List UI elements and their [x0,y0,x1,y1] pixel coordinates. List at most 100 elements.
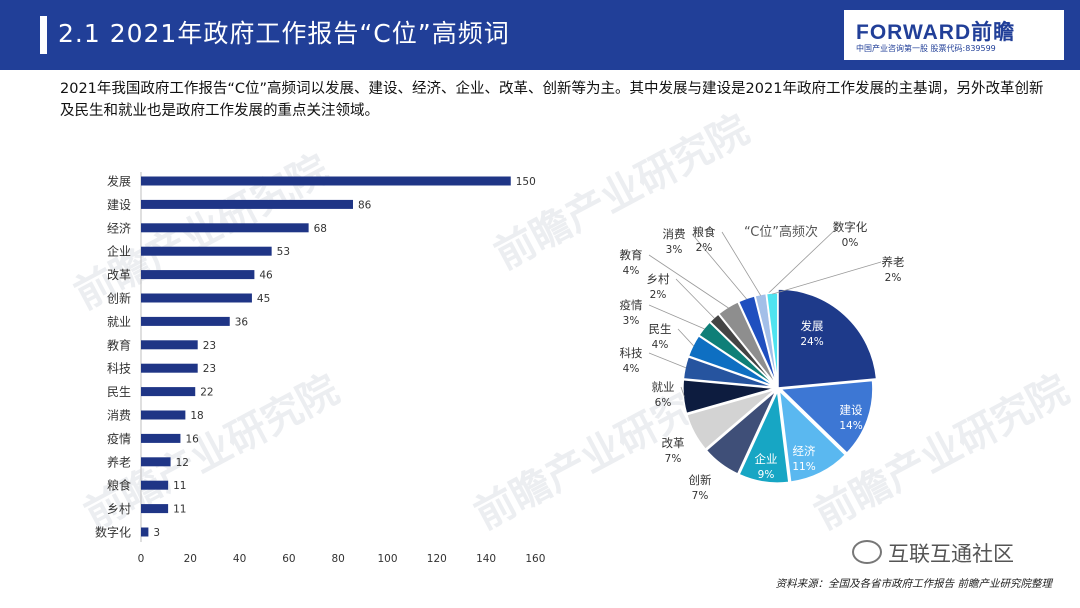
pie-leader-line [648,304,705,330]
bar-创新 [141,293,252,303]
pie-slice-就业 [682,378,776,415]
bar-value-label: 46 [259,270,273,282]
pie-slice-养老 [765,292,779,386]
bar-消费 [141,410,186,420]
pie-label: 养老 [882,255,905,269]
bar-value-label: 11 [173,504,186,516]
x-tick-label: 0 [138,553,145,565]
pie-label: 企业 [755,452,778,466]
pie-label: 创新 [689,473,712,487]
pie-label: 粮食 [693,225,716,239]
brand-logo-box: FORWARD前瞻 中国产业咨询第一股 股票代码:839599 [844,10,1064,60]
wechat-mark: 互联互通社区 [852,538,1014,568]
bar-改革 [141,270,255,280]
pie-label: 改革 [662,436,685,450]
bar-category-label: 就业 [107,315,131,329]
bar-企业 [141,246,272,256]
pie-leader-line [772,261,882,295]
pie-slice-改革 [685,388,776,451]
pie-label: 数字化 [833,220,868,234]
bar-category-label: 企业 [107,244,131,259]
pie-label: 乡村 [647,272,670,286]
header-accent [40,16,47,54]
bar-养老 [141,457,171,467]
pie-leader-line [680,386,685,397]
wechat-icon [852,540,882,564]
pie-pct-label: 3% [666,244,683,256]
brand-subtitle: 中国产业咨询第一股 股票代码:839599 [856,44,996,53]
pie-label: 就业 [652,380,675,394]
bar-发展 [141,176,511,186]
pie-pct-label: 2% [650,289,667,301]
bar-疫情 [141,433,181,443]
bar-value-label: 36 [235,316,249,328]
pie-pct-label: 4% [623,363,640,375]
pie-leader-line [648,254,729,309]
pie-label: 疫情 [620,298,643,312]
bar-value-label: 18 [190,410,203,422]
bar-category-label: 改革 [107,268,131,282]
pie-pct-label: 6% [655,397,672,409]
bar-category-label: 乡村 [107,502,131,516]
bar-value-label: 45 [257,293,270,305]
bar-value-label: 23 [203,340,216,352]
bar-category-label: 建设 [107,198,131,212]
pie-label: 民生 [649,322,672,336]
pie-pct-label: 2% [885,272,902,284]
pie-pct-label: 9% [758,469,775,481]
x-tick-label: 20 [184,553,197,565]
bar-value-label: 86 [358,199,372,211]
pie-pct-label: 7% [692,490,709,502]
bar-乡村 [141,504,169,514]
pie-label: 经济 [793,444,816,458]
bar-value-label: 11 [173,480,186,492]
wechat-name: 互联互通社区 [888,542,1014,566]
pie-label: 建设 [840,403,863,417]
pie-leader-line [675,278,715,319]
pie-label: 科技 [620,346,643,360]
bar-value-label: 3 [153,527,160,539]
bar-category-label: 消费 [107,409,131,423]
pie-leader-line [677,328,695,347]
intro-text: 2021年我国政府工作报告“C位”高频词以发展、建设、经济、企业、改革、创新等为… [60,81,1044,119]
bar-数字化 [141,527,149,537]
bar-category-label: 养老 [107,454,131,469]
pie-pct-label: 3% [623,315,640,327]
x-tick-label: 140 [476,553,496,565]
pie-slice-发展 [777,288,878,389]
pie-pct-label: 2% [696,242,713,254]
bar-value-label: 16 [185,433,199,445]
x-tick-label: 80 [332,553,345,565]
source-note: 资料来源：全国及各省市政府工作报告 前瞻产业研究院整理 [775,578,1052,590]
pie-leader-line [648,352,687,369]
bar-value-label: 68 [314,223,327,235]
bar-民生 [141,387,196,397]
bar-category-label: 发展 [107,174,131,189]
bar-category-label: 创新 [107,291,131,306]
pie-slice-建设 [779,379,874,455]
pie-leader-line [766,226,839,295]
bar-粮食 [141,480,169,490]
bar-category-label: 疫情 [107,431,131,446]
x-tick-label: 160 [525,553,545,565]
bar-value-label: 53 [277,246,290,258]
bar-就业 [141,316,230,326]
pie-pct-label: 4% [652,339,669,351]
pie-title: “C位”高频次 [744,224,818,240]
pie-slice-经济 [778,388,847,483]
x-tick-label: 40 [233,553,246,565]
bar-value-label: 12 [176,457,189,469]
bar-value-label: 150 [516,176,536,188]
bar-经济 [141,223,309,233]
page-title: 2.1 2021年政府工作报告“C位”高频词 [58,19,510,48]
bar-category-label: 数字化 [95,525,131,540]
pie-pct-label: 11% [792,461,815,473]
pie-pct-label: 0% [842,237,859,249]
pie-slice-企业 [738,388,790,484]
bar-category-label: 粮食 [107,478,131,493]
pie-pct-label: 24% [800,336,823,348]
pie-leader-line [721,231,762,296]
pie-pct-label: 4% [623,265,640,277]
bar-category-label: 教育 [107,337,131,352]
